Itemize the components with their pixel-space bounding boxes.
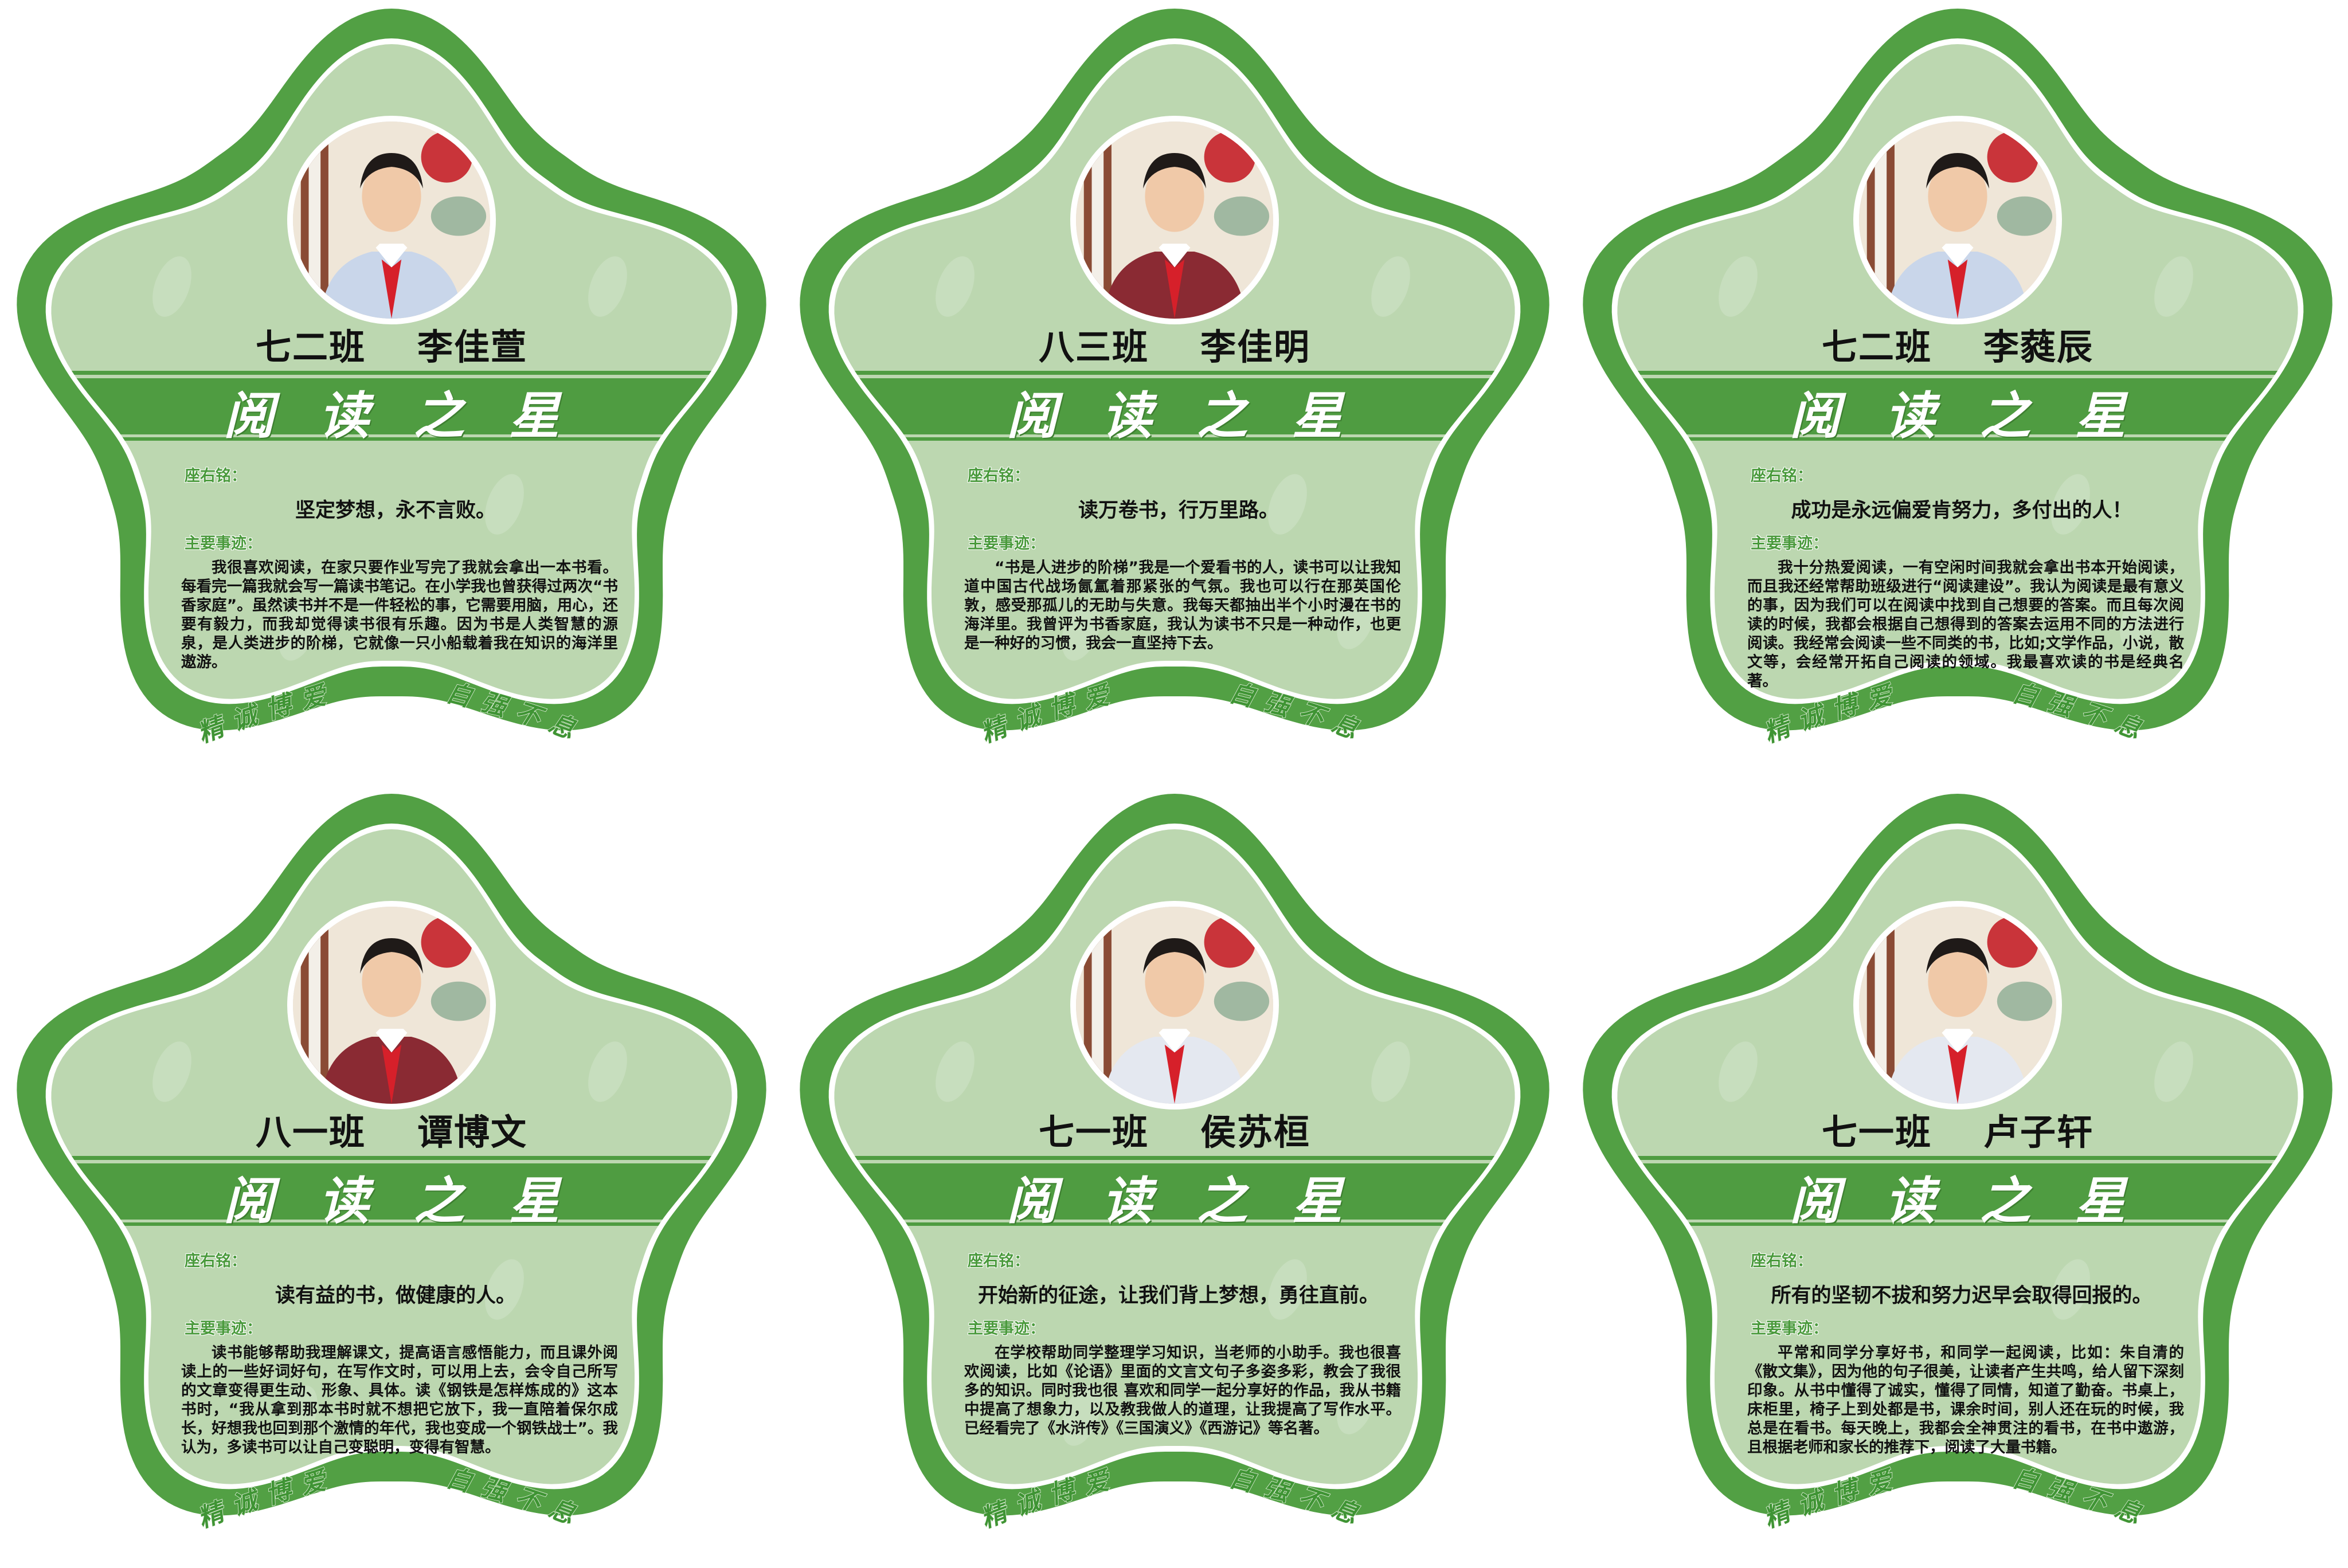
student-card: 精诚博爱 自强不息 七一班 侯苏桓 阅读之星 座右铭： 开始新的征途，让我们背上梦… — [783, 785, 1566, 1568]
deeds-label: 主要事迹： — [185, 535, 262, 552]
student-class: 七一班 — [1038, 1111, 1149, 1153]
student-card: 精诚博爱 自强不息 八一班 谭博文 阅读之星 座右铭： 读有益的书，做健康的人。 … — [0, 785, 783, 1568]
student-card: 精诚博爱 自强不息 七二班 李佳萱 阅读之星 座右铭： 坚定梦想，永不言败。 主要… — [0, 0, 783, 783]
student-name: 李佳萱 — [417, 326, 528, 368]
student-deeds: 在学校帮助同学整理学习知识，当老师的小助手。我也很喜欢阅读，比如《论语》里面的文… — [964, 1344, 1401, 1437]
motto-label: 座右铭： — [968, 467, 1030, 485]
student-deeds: 我很喜欢阅读，在家只要作业写完了我就会拿出一本书看。每看完一篇我就会写一篇读书笔… — [181, 559, 618, 671]
student-deeds: 我十分热爱阅读，一有空闲时间我就会拿出书本开始阅读，而且我还经常帮助班级进行“阅… — [1747, 559, 2184, 690]
student-photo — [1853, 116, 2062, 324]
banner-title: 阅读之星 — [1006, 1171, 1387, 1230]
student-name-line: 七一班 卢子轩 — [1566, 1103, 2348, 1155]
student-class: 七二班 — [255, 326, 366, 368]
student-class: 七一班 — [1821, 1111, 1932, 1153]
student-photo — [1070, 901, 1279, 1110]
student-motto: 读有益的书，做健康的人。 — [275, 1284, 516, 1307]
student-deeds: 读书能够帮助我理解课文，提高语言感悟能力，而且课外阅读上的一些好词好句，在写作文… — [181, 1344, 618, 1456]
motto-label: 座右铭： — [1751, 1252, 1813, 1270]
student-card: 精诚博爱 自强不息 七一班 卢子轩 阅读之星 座右铭： 所有的坚韧不拔和努力迟早会… — [1566, 785, 2348, 1568]
title-banner — [1617, 1156, 2298, 1226]
title-banner — [834, 1156, 1515, 1226]
student-class: 八一班 — [255, 1111, 366, 1153]
student-deeds: 平常和同学分享好书，和同学一起阅读，比如：朱自清的《散文集》，因为他的句子很美，… — [1747, 1344, 2184, 1456]
student-motto: 所有的坚韧不拔和努力迟早会取得回报的。 — [1771, 1284, 2153, 1307]
student-card: 精诚博爱 自强不息 七二班 李蕤辰 阅读之星 座右铭： 成功是永远偏爱肯努力，多付… — [1566, 0, 2348, 783]
student-name: 侯苏桓 — [1200, 1111, 1311, 1153]
watermark-pattern — [936, 1041, 1410, 1446]
student-name: 李蕤辰 — [1983, 326, 2094, 368]
banner-title: 阅读之星 — [223, 386, 604, 445]
student-class: 八三班 — [1038, 326, 1149, 368]
title-banner — [834, 371, 1515, 441]
student-motto: 开始新的征途，让我们背上梦想，勇往直前。 — [977, 1284, 1379, 1307]
watermark-pattern — [1719, 1041, 2193, 1446]
deeds-label: 主要事迹： — [1751, 535, 1828, 552]
star-frame: 精诚博爱 自强不息 — [800, 9, 1549, 749]
student-motto: 成功是永远偏爱肯努力，多付出的人！ — [1791, 499, 2132, 522]
motto-label: 座右铭： — [185, 467, 246, 485]
motto-label: 座右铭： — [968, 1252, 1030, 1270]
student-class: 七二班 — [1821, 326, 1932, 368]
watermark-pattern — [152, 1041, 627, 1446]
star-frame: 精诚博爱 自强不息 — [1583, 794, 2333, 1534]
banner-title: 阅读之星 — [1006, 386, 1387, 445]
banner-title: 阅读之星 — [1789, 386, 2170, 445]
student-photo — [1070, 116, 1279, 324]
deeds-label: 主要事迹： — [968, 1320, 1045, 1338]
student-name: 李佳明 — [1200, 326, 1311, 368]
student-photo — [1853, 901, 2062, 1110]
banner-title: 阅读之星 — [223, 1171, 604, 1230]
student-name: 卢子轩 — [1983, 1111, 2094, 1153]
title-banner — [51, 1156, 732, 1226]
student-motto: 坚定梦想，永不言败。 — [295, 499, 496, 522]
student-photo — [287, 901, 496, 1110]
motto-label: 座右铭： — [185, 1252, 246, 1270]
title-banner — [51, 371, 732, 441]
student-name-line: 七一班 侯苏桓 — [783, 1103, 1566, 1155]
student-name: 谭博文 — [417, 1111, 528, 1153]
watermark-pattern — [152, 256, 627, 661]
watermark-pattern — [1719, 256, 2193, 661]
deeds-label: 主要事迹： — [968, 535, 1045, 552]
watermark-pattern — [936, 256, 1410, 661]
student-name-line: 七二班 李蕤辰 — [1566, 318, 2348, 370]
student-card: 精诚博爱 自强不息 八三班 李佳明 阅读之星 座右铭： 读万卷书，行万里路。 主要… — [783, 0, 1566, 783]
deeds-label: 主要事迹： — [185, 1320, 262, 1338]
student-deeds: “书是人进步的阶梯”我是一个爱看书的人，读书可以让我知道中国古代战场氤氲着那紧张… — [964, 559, 1401, 652]
motto-label: 座右铭： — [1751, 467, 1813, 485]
student-motto: 读万卷书，行万里路。 — [1078, 499, 1279, 522]
star-frame: 精诚博爱 自强不息 — [1583, 9, 2333, 749]
star-frame: 精诚博爱 自强不息 — [17, 794, 766, 1534]
banner-title: 阅读之星 — [1789, 1171, 2170, 1230]
star-frame: 精诚博爱 自强不息 — [17, 9, 766, 749]
star-frame: 精诚博爱 自强不息 — [800, 794, 1549, 1534]
student-name-line: 八一班 谭博文 — [0, 1103, 783, 1155]
student-photo — [287, 116, 496, 324]
student-name-line: 七二班 李佳萱 — [0, 318, 783, 370]
deeds-label: 主要事迹： — [1751, 1320, 1828, 1338]
student-name-line: 八三班 李佳明 — [783, 318, 1566, 370]
title-banner — [1617, 371, 2298, 441]
